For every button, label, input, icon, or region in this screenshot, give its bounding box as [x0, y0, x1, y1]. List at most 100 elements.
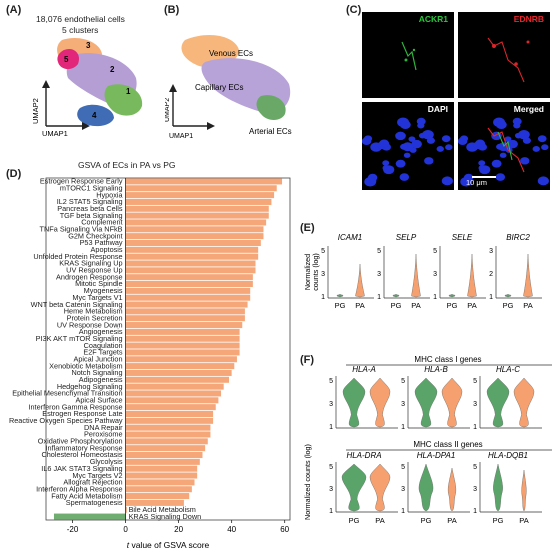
- dapi-nucleus: [417, 122, 425, 129]
- merged-nucleus: [495, 173, 506, 181]
- gsva-bar: [125, 335, 240, 342]
- gsva-category-label: Protein Secretion: [67, 313, 123, 322]
- panel-e-group-label: PA: [355, 301, 364, 310]
- umap2-label: UMAP2: [31, 98, 40, 124]
- gsva-bar: [125, 322, 243, 329]
- panel-f-gene-title: HLA-DPA1: [417, 451, 456, 460]
- merged-nucleus: [464, 177, 473, 184]
- panel-e-letter: (E): [300, 222, 315, 234]
- panel-f-ytick-label: 1: [329, 508, 333, 515]
- gsva-bar: [125, 424, 211, 431]
- violin-pa: [521, 469, 527, 512]
- gsva-bar: [125, 315, 245, 322]
- gsva-bar: [125, 376, 229, 383]
- panel-f-ytick-label: 5: [401, 464, 405, 471]
- gsva-category-label: Hypoxia: [96, 190, 123, 199]
- violin-panel-e: Normalizedcounts (log) ICAM1 1 3 5 PG PA SELP 1 3…: [303, 233, 542, 310]
- umap-cluster-1: [104, 84, 143, 116]
- gsva-category-label: Inflammatory Response: [46, 443, 123, 452]
- gsva-category-label: Angiogenesis: [79, 327, 123, 336]
- panel-e-ytick-label: 3: [489, 248, 493, 255]
- merged-nucleus: [541, 144, 549, 151]
- gsva-bar: [125, 281, 253, 288]
- gsva-category-label: P53 Pathway: [80, 238, 123, 247]
- panel-f-gene-title: HLA-DRA: [346, 451, 381, 460]
- gsva-category-label: Myogenesis: [84, 286, 123, 295]
- panel-e-group-label: PG: [447, 301, 458, 310]
- gsva-chart-title: GSVA of ECs in PA vs PG: [78, 160, 176, 170]
- gsva-category-label: Interferon Alpha Response: [36, 484, 122, 493]
- gsva-bar: [125, 349, 240, 356]
- gsva-bar: [125, 438, 208, 445]
- gsva-bar: [125, 397, 219, 404]
- dapi-nucleus: [411, 139, 422, 149]
- panel-f-group-label: PA: [519, 516, 528, 525]
- gsva-category-label: Cholesterol Homeostasis: [41, 450, 122, 459]
- violin-pa: [369, 377, 391, 428]
- gsva-bar: [125, 212, 269, 219]
- violin-pg: [493, 463, 503, 512]
- merged-nucleus: [513, 122, 521, 129]
- gsva-bar: [125, 198, 272, 205]
- gsva-category-label: Reactive Oxygen Species Pathway: [9, 416, 123, 425]
- gsva-category-label: Complement: [81, 218, 122, 227]
- panel-e-group-label: PG: [391, 301, 402, 310]
- cluster-label-1: 1: [126, 87, 131, 96]
- violin-pg: [448, 293, 456, 298]
- dapi-nucleus: [436, 145, 444, 152]
- mhc-class2-title: MHC class II genes: [413, 440, 482, 449]
- panel-e-ytick-label: 1: [377, 294, 381, 301]
- violin-pg: [341, 463, 367, 512]
- gsva-category-label: Bile Acid Metabolism: [129, 505, 196, 514]
- gsva-bar: [125, 294, 251, 301]
- panel-e-ytick-label: 3: [377, 271, 381, 278]
- gsva-bar: [125, 506, 127, 513]
- panel-f-group-label: PG: [493, 516, 504, 525]
- gsva-xtick-label: -20: [67, 525, 79, 534]
- arterial-ec-label: Arterial ECs: [249, 127, 292, 136]
- panel-e-ytick-label: 1: [433, 294, 437, 301]
- dapi-nucleus: [395, 131, 406, 141]
- panel-b-letter: (B): [164, 4, 180, 16]
- dapi-nucleus: [403, 152, 411, 158]
- panel-e-ytick-label: 5: [433, 248, 437, 255]
- violin-pg: [504, 293, 512, 298]
- gsva-bar: [125, 239, 261, 246]
- dapi-nucleus: [379, 139, 390, 148]
- violin-panel-f: Normalized counts (log) MHC class I genes…: [303, 355, 552, 525]
- ackr1-label: ACKR1: [418, 14, 448, 24]
- micrograph-ednrb: EDNRB: [458, 12, 550, 98]
- panel-f-ytick-label: 5: [473, 464, 477, 471]
- merged-nucleus: [458, 137, 468, 145]
- panel-f-ytick-label: 3: [473, 486, 477, 493]
- gsva-category-label: KRAS Signaling Down: [129, 512, 202, 521]
- gsva-category-label: Allograft Rejection: [63, 478, 122, 487]
- gsva-category-label: Apical Junction: [73, 354, 122, 363]
- gsva-bar: [125, 499, 184, 506]
- gsva-xtick-label: 40: [227, 525, 236, 534]
- gsva-bar: [125, 390, 222, 397]
- violin-pa: [411, 253, 421, 298]
- gsva-bar: [125, 308, 245, 315]
- violin-pg: [342, 377, 366, 428]
- gsva-bar: [125, 192, 275, 199]
- panel-e-group-label: PG: [503, 301, 514, 310]
- dapi-nucleus: [395, 159, 406, 168]
- gsva-xtick-label: 0: [123, 525, 128, 534]
- umap-cluster-5: [57, 48, 80, 70]
- gsva-bar: [125, 178, 283, 185]
- gsva-category-label: Apical Surface: [76, 396, 123, 405]
- mhc-class1-title: MHC class I genes: [414, 355, 481, 364]
- gsva-bar: [53, 513, 126, 520]
- gsva-category-label: Unfolded Protein Response: [33, 252, 122, 261]
- panel-f-ytick-label: 5: [329, 378, 333, 385]
- panel-e-group-label: PA: [467, 301, 476, 310]
- merged-nucleus: [507, 139, 518, 149]
- merged-signal: [458, 117, 549, 187]
- micrograph-ackr1: ACKR1: [362, 12, 454, 98]
- gsva-bar: [125, 369, 232, 376]
- gsva-bar: [125, 342, 240, 349]
- gsva-category-label: TNFa Signaling Via NFkB: [40, 225, 123, 234]
- panel-f-group-label: PA: [375, 516, 384, 525]
- gsva-category-label: TGF beta Signaling: [60, 211, 123, 220]
